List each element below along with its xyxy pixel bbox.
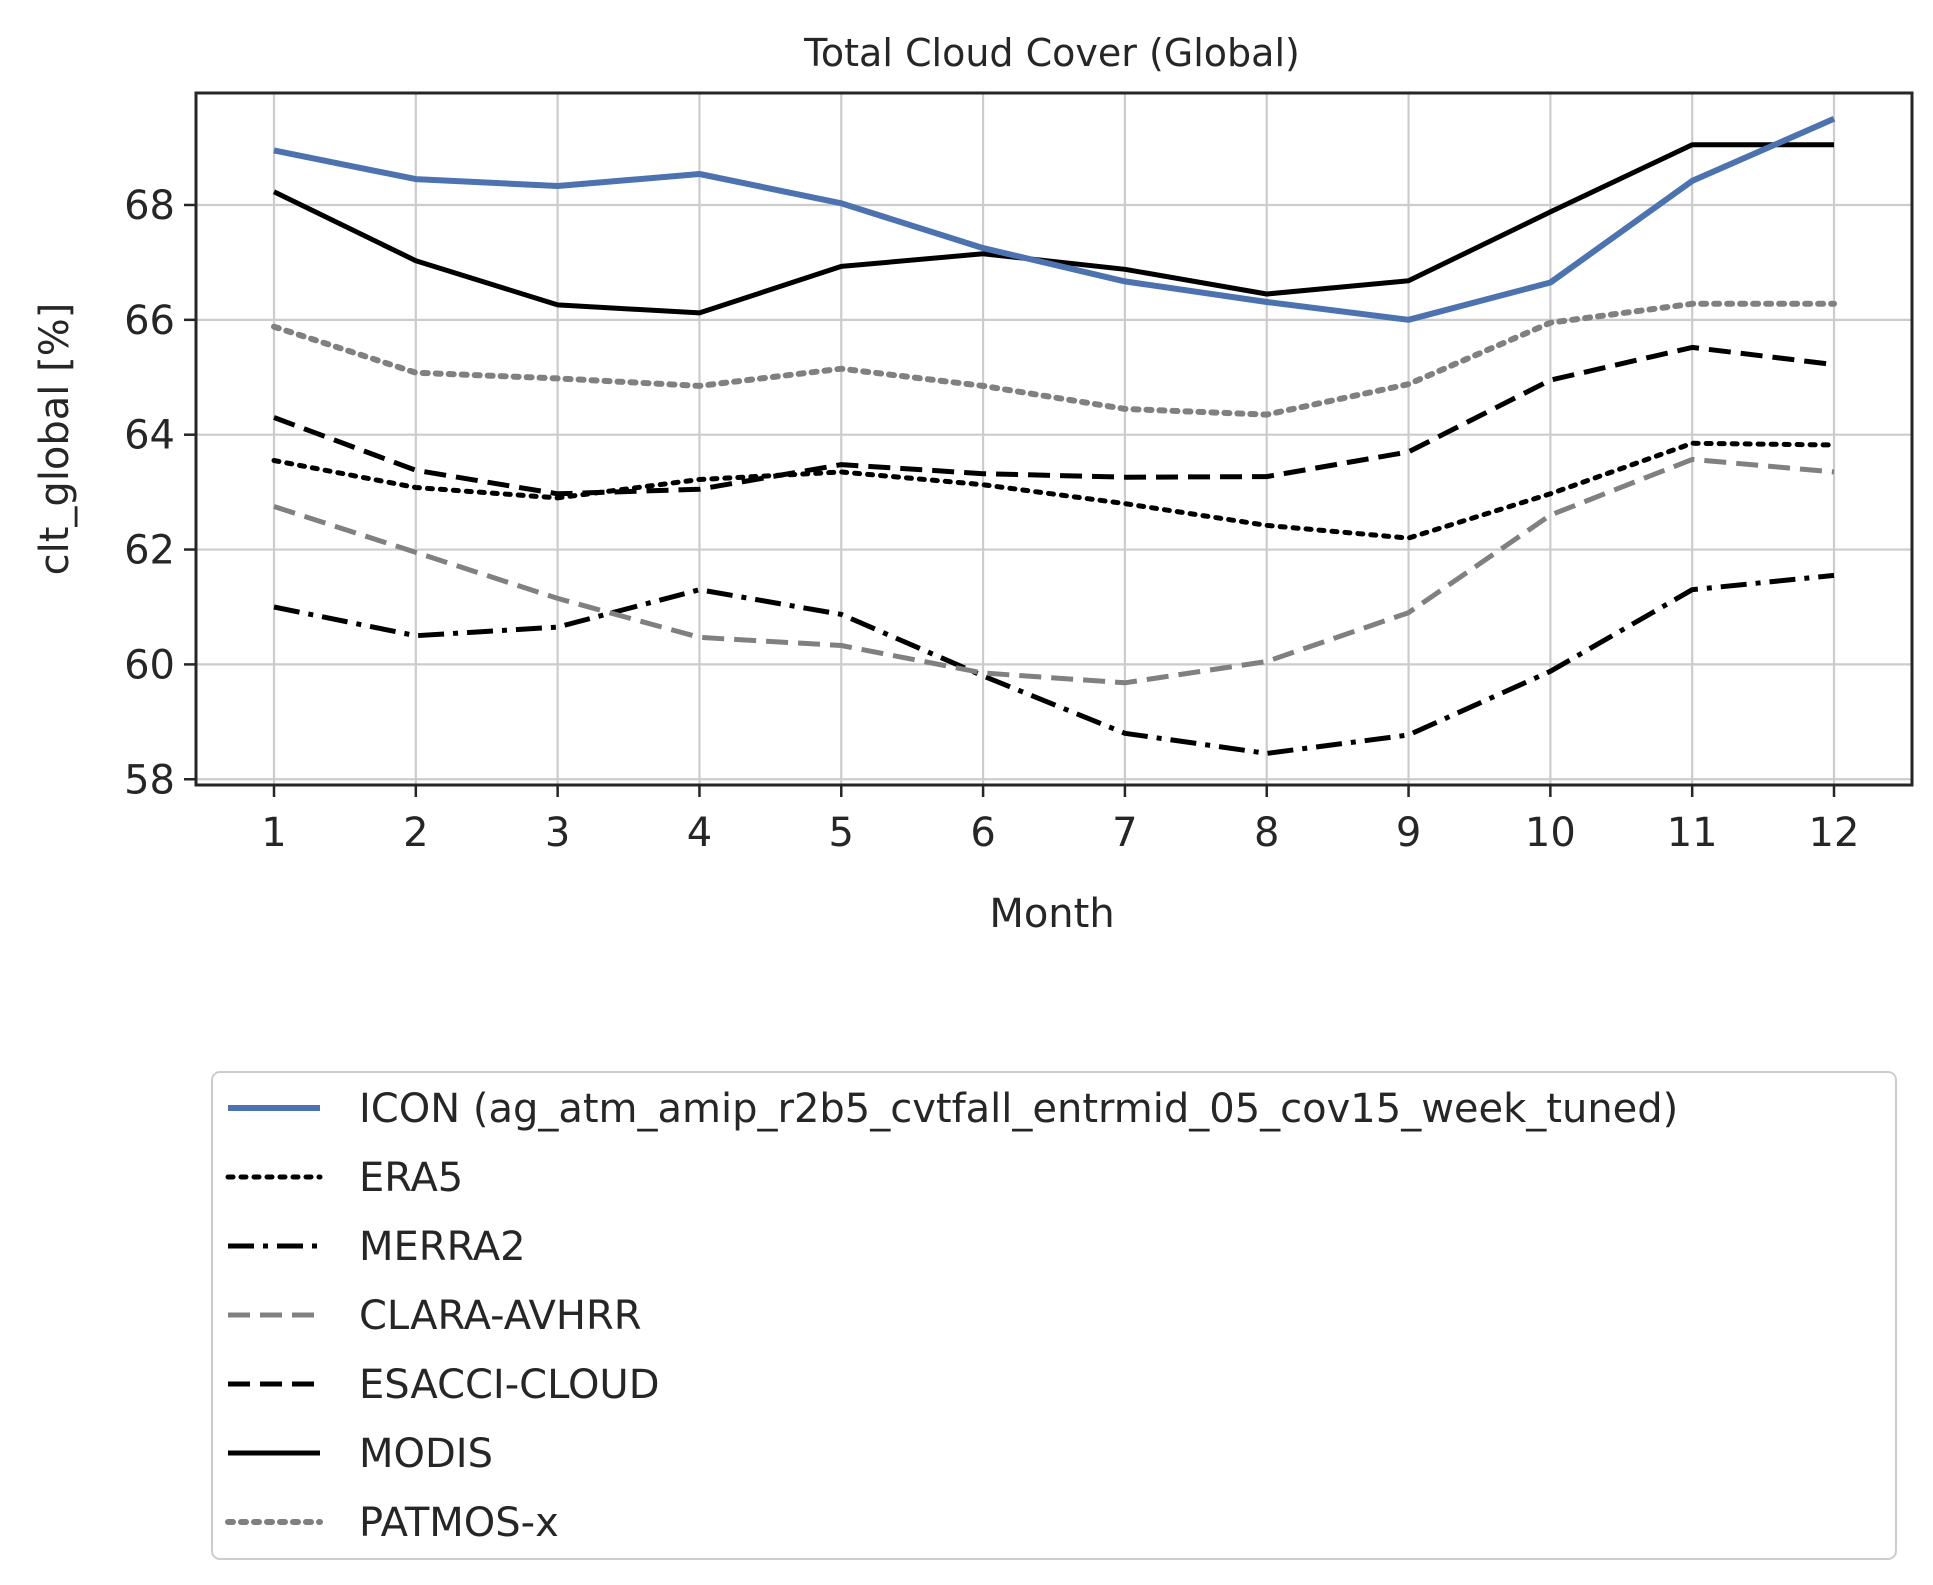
x-tick-label: 12 [1809,810,1860,856]
legend-label: PATMOS-x [359,1500,559,1546]
legend-label: MODIS [359,1431,493,1477]
series-line-era5 [271,440,1837,541]
x-tick-label: 6 [970,810,995,856]
legend-frame [211,1071,1897,1560]
y-axis-label: clt_global [%] [32,303,78,576]
x-tick-label: 9 [1396,810,1421,856]
x-tick-label: 5 [829,810,854,856]
x-axis-label: Month [989,891,1114,937]
x-tick-label: 3 [545,810,570,856]
legend: ICON (ag_atm_amip_r2b5_cvtfall_entrmid_0… [211,1071,1897,1560]
series-line-esacci-cloud [273,344,1835,497]
legend-label: ICON (ag_atm_amip_r2b5_cvtfall_entrmid_0… [359,1086,1678,1132]
series-line-modis [272,142,1834,316]
legend-label: CLARA-AVHRR [359,1293,642,1339]
y-tick-label: 66 [124,298,175,344]
x-tick-label: 4 [687,810,712,856]
legend-label: MERRA2 [359,1224,526,1270]
legend-items: ICON (ag_atm_amip_r2b5_cvtfall_entrmid_0… [225,1086,1678,1546]
grid-lines [196,93,1912,785]
y-tick-label: 58 [124,757,175,803]
x-tick-label: 10 [1525,810,1576,856]
legend-label: ESACCI-CLOUD [359,1362,660,1408]
chart-title: Total Cloud Cover (Global) [803,31,1300,75]
series-line-icon [273,116,1836,323]
y-tick-label: 62 [124,528,175,574]
y-axis-ticks: 58 60 62 64 66 68 [124,183,196,803]
x-tick-label: 2 [403,810,428,856]
legend-label: ERA5 [359,1155,463,1201]
plot-frame [194,91,1914,787]
x-tick-label: 7 [1112,810,1137,856]
y-tick-label: 60 [124,642,175,688]
x-tick-label: 8 [1254,810,1279,856]
x-tick-label: 1 [261,810,286,856]
series-line-merra2 [273,572,1835,756]
series-line-patmos-x [271,300,1837,418]
y-tick-label: 64 [124,413,175,459]
x-axis-ticks: 1 2 3 4 5 6 7 8 9 10 11 12 [261,785,1859,856]
y-tick-label: 68 [124,183,175,229]
series-line-clara-avhrr [273,456,1835,686]
x-tick-label: 11 [1667,810,1718,856]
series-layer [271,116,1837,756]
